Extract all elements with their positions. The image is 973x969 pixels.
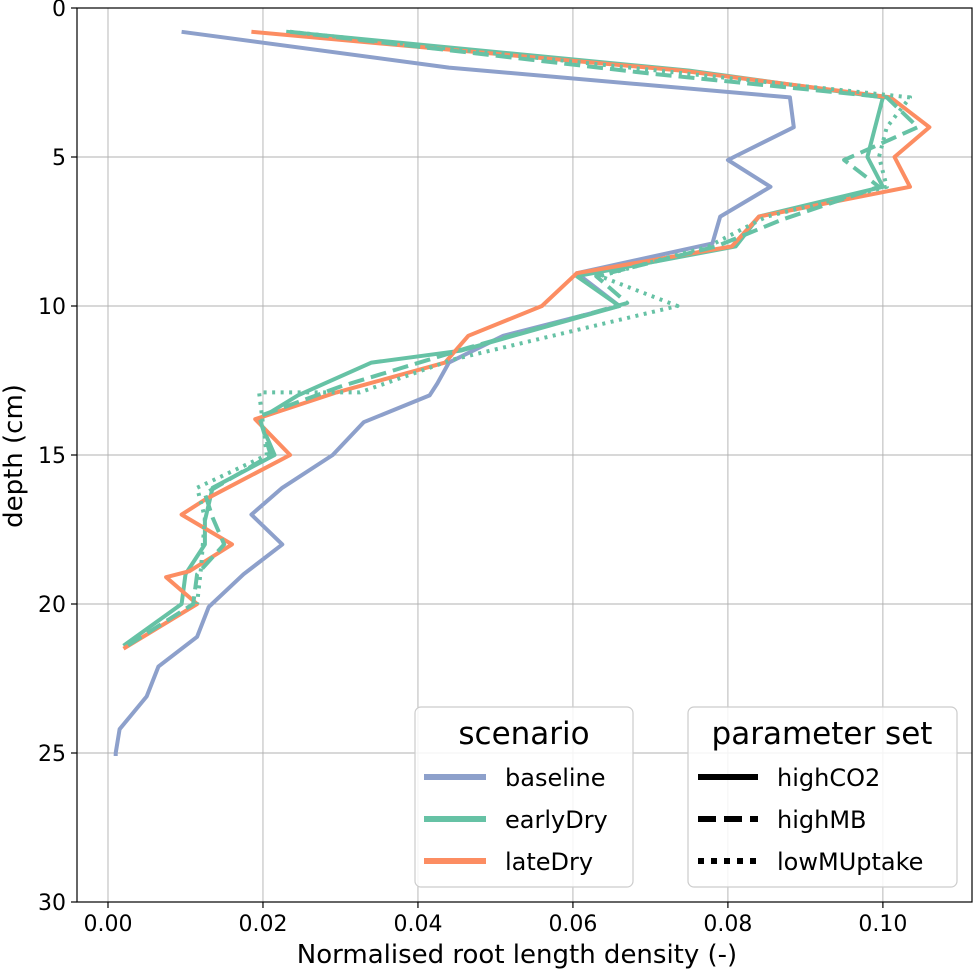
x-axis-title: Normalised root length density (-)	[297, 940, 737, 969]
y-tick-label: 25	[38, 742, 66, 767]
scenario-legend-box	[414, 706, 634, 888]
x-tick-label: 0.06	[548, 912, 597, 937]
legend-label-baseline: baseline	[505, 764, 606, 792]
y-tick-label: 0	[52, 0, 66, 22]
scenario-legend-title: scenario	[458, 716, 589, 752]
legend-label-lateDry: lateDry	[505, 848, 593, 876]
x-tick-label: 0.08	[703, 912, 752, 937]
parameter-set-legend-title: parameter set	[712, 716, 933, 752]
y-tick-label: 30	[38, 891, 66, 916]
series-line-lateDry-highCO2	[122, 29, 932, 651]
y-tick-label: 10	[38, 295, 66, 320]
x-ticks: 0.00 0.02 0.04 0.06 0.08 0.10	[84, 902, 907, 937]
y-axis-title: depth (cm)	[0, 384, 29, 528]
legend-label-earlyDry: earlyDry	[505, 806, 608, 834]
scenario-legend: scenario baseline earlyDry lateDry	[414, 706, 634, 888]
legend-label-highMB: highMB	[777, 806, 867, 834]
x-tick-label: 0.02	[238, 912, 287, 937]
y-ticks: 0 5 10 15 20 25 30	[38, 0, 77, 916]
series-line-earlyDry-lowMUptake	[195, 29, 912, 605]
x-tick-label: 0.04	[393, 912, 442, 937]
legend-label-lowMUptake: lowMUptake	[777, 848, 923, 876]
parameter-set-legend: parameter set highCO2 highMB lowMUptake	[687, 706, 958, 888]
series-line-earlyDry-highCO2	[122, 29, 885, 648]
x-tick-label: 0.00	[84, 912, 133, 937]
legend-label-highCO2: highCO2	[777, 764, 880, 792]
scenario-legend-entries: baseline earlyDry lateDry	[424, 764, 608, 876]
parameter-set-legend-entries: highCO2 highMB lowMUptake	[698, 764, 923, 876]
x-tick-label: 0.10	[858, 912, 907, 937]
series-line-baseline-highCO2	[113, 29, 796, 756]
y-tick-label: 15	[38, 444, 66, 469]
y-tick-label: 20	[38, 593, 66, 618]
series-line-earlyDry-highMB	[126, 29, 920, 648]
series-lines	[113, 29, 932, 756]
parameter-set-legend-box	[687, 706, 958, 888]
y-tick-label: 5	[52, 146, 66, 171]
